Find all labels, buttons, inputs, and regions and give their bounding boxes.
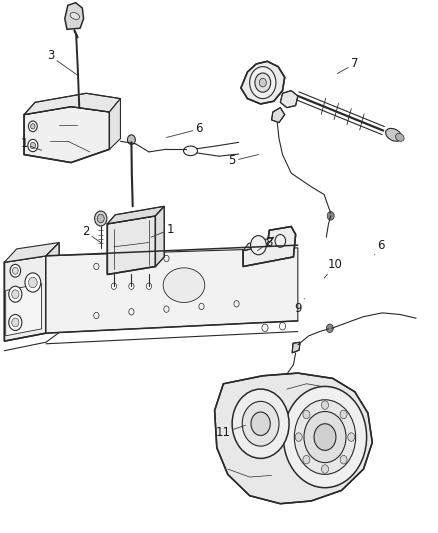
Polygon shape <box>107 216 155 274</box>
Circle shape <box>283 386 367 488</box>
Polygon shape <box>107 206 164 224</box>
Text: 1: 1 <box>20 138 42 150</box>
Circle shape <box>12 267 18 274</box>
Polygon shape <box>241 61 285 104</box>
Circle shape <box>232 389 289 458</box>
Circle shape <box>30 142 35 149</box>
Polygon shape <box>65 3 84 29</box>
Circle shape <box>251 412 270 435</box>
Circle shape <box>25 273 41 292</box>
Circle shape <box>348 433 355 441</box>
Circle shape <box>97 214 104 223</box>
Ellipse shape <box>184 146 198 156</box>
Circle shape <box>321 401 328 409</box>
Circle shape <box>259 78 266 87</box>
Circle shape <box>327 212 334 220</box>
Ellipse shape <box>163 268 205 303</box>
Circle shape <box>251 236 266 255</box>
Circle shape <box>303 455 310 464</box>
Text: 3: 3 <box>47 50 77 75</box>
Circle shape <box>127 135 135 144</box>
Polygon shape <box>215 373 372 504</box>
Circle shape <box>250 67 276 99</box>
Polygon shape <box>4 243 59 262</box>
Polygon shape <box>272 108 285 123</box>
Text: 7: 7 <box>337 58 359 74</box>
Ellipse shape <box>396 133 404 141</box>
Text: 1: 1 <box>151 223 175 237</box>
Text: 2: 2 <box>81 225 101 243</box>
Circle shape <box>95 211 107 226</box>
Circle shape <box>28 140 38 152</box>
Text: 6: 6 <box>166 123 203 138</box>
Circle shape <box>12 318 19 327</box>
Polygon shape <box>24 93 120 115</box>
Text: 6: 6 <box>374 239 385 255</box>
Circle shape <box>295 433 302 441</box>
Circle shape <box>111 283 117 289</box>
Polygon shape <box>6 284 42 336</box>
Polygon shape <box>4 256 46 341</box>
Circle shape <box>28 121 37 132</box>
Circle shape <box>303 410 310 419</box>
Polygon shape <box>243 227 296 266</box>
Circle shape <box>10 264 21 277</box>
Circle shape <box>340 410 347 419</box>
Circle shape <box>326 324 333 333</box>
Circle shape <box>255 73 271 92</box>
Ellipse shape <box>70 13 80 19</box>
Circle shape <box>31 124 35 129</box>
Text: 9: 9 <box>294 298 304 314</box>
Polygon shape <box>243 237 274 251</box>
Circle shape <box>12 290 19 298</box>
Circle shape <box>129 283 134 289</box>
Polygon shape <box>46 243 59 333</box>
Circle shape <box>321 465 328 473</box>
Circle shape <box>304 411 346 463</box>
Circle shape <box>9 314 22 330</box>
Circle shape <box>242 401 279 446</box>
Text: 11: 11 <box>216 425 245 439</box>
Text: 5: 5 <box>229 155 258 167</box>
Polygon shape <box>280 91 298 108</box>
Polygon shape <box>155 206 164 266</box>
Circle shape <box>294 400 356 474</box>
Circle shape <box>314 424 336 450</box>
Text: 10: 10 <box>324 259 343 278</box>
Circle shape <box>28 277 37 288</box>
Polygon shape <box>110 99 120 149</box>
Polygon shape <box>292 342 300 353</box>
Circle shape <box>9 286 22 302</box>
Circle shape <box>279 322 286 330</box>
Polygon shape <box>24 107 110 163</box>
Circle shape <box>146 283 152 289</box>
Polygon shape <box>46 248 298 333</box>
Ellipse shape <box>385 128 402 141</box>
Circle shape <box>275 235 286 247</box>
Circle shape <box>340 455 347 464</box>
Text: 8: 8 <box>258 236 273 251</box>
Circle shape <box>262 324 268 332</box>
